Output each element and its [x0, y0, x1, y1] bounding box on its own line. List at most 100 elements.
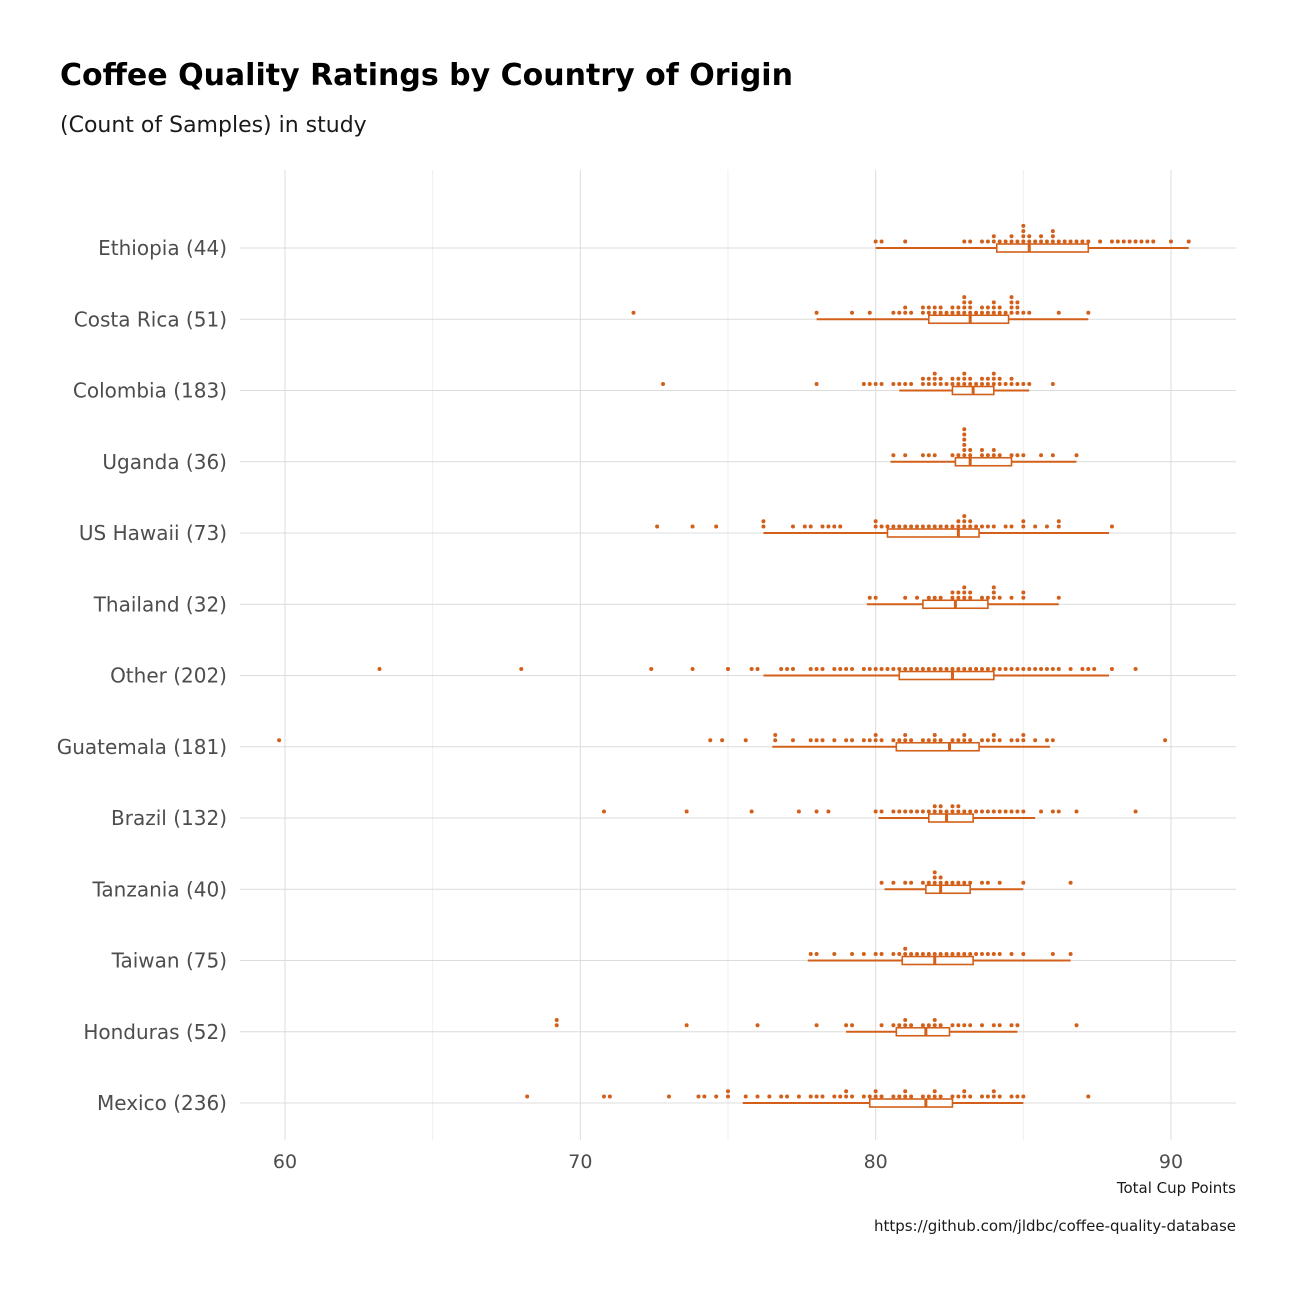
- data-point: [956, 305, 961, 310]
- data-point: [950, 880, 955, 885]
- data-point: [968, 310, 973, 315]
- data-point: [850, 952, 855, 956]
- data-point: [950, 952, 955, 956]
- data-point: [920, 310, 925, 315]
- data-point: [926, 310, 931, 315]
- data-point: [979, 1023, 984, 1028]
- data-point: [950, 524, 955, 529]
- data-point: [808, 524, 813, 529]
- data-point: [1068, 667, 1073, 671]
- data-point: [1009, 738, 1014, 743]
- data-point: [985, 453, 990, 458]
- data-point: [968, 1023, 973, 1028]
- data-point: [1003, 382, 1008, 386]
- data-point: [909, 382, 914, 386]
- data-point: [850, 1094, 855, 1099]
- data-point: [661, 382, 666, 386]
- data-point: [761, 524, 766, 529]
- box-iqr: [895, 741, 980, 752]
- data-point: [1015, 300, 1020, 305]
- data-point: [1003, 239, 1008, 244]
- data-point: [1009, 952, 1014, 956]
- data-point: [991, 376, 996, 381]
- data-point: [985, 1094, 990, 1099]
- data-point: [607, 1094, 612, 1099]
- data-point: [850, 1023, 855, 1028]
- data-point: [743, 738, 748, 743]
- data-point: [891, 809, 896, 814]
- data-point: [808, 738, 813, 743]
- data-point: [926, 667, 931, 671]
- data-point: [1021, 1094, 1026, 1099]
- data-point: [920, 376, 925, 381]
- data-point: [1074, 453, 1079, 458]
- data-point: [867, 595, 872, 600]
- data-point: [1145, 239, 1150, 244]
- data-point: [1062, 239, 1067, 244]
- data-point: [1115, 239, 1120, 244]
- data-point: [684, 1023, 689, 1028]
- data-point: [1009, 382, 1014, 386]
- data-point: [903, 809, 908, 814]
- data-point: [814, 1023, 819, 1028]
- data-point: [915, 952, 920, 956]
- data-point: [1027, 667, 1032, 671]
- data-point: [979, 667, 984, 671]
- data-point: [873, 524, 878, 529]
- data-point: [968, 448, 973, 453]
- data-point: [944, 310, 949, 315]
- data-point: [903, 880, 908, 885]
- data-point: [909, 1023, 914, 1028]
- data-point: [968, 376, 973, 381]
- category-label: Taiwan (75): [111, 949, 227, 973]
- data-point: [796, 809, 801, 814]
- data-point: [997, 310, 1002, 315]
- data-point: [714, 1094, 719, 1099]
- data-point: [1039, 809, 1044, 814]
- data-point: [932, 453, 937, 458]
- data-point: [979, 595, 984, 600]
- data-point: [968, 595, 973, 600]
- data-point: [968, 880, 973, 885]
- data-point: [1044, 667, 1049, 671]
- dot-stacks: [277, 223, 1191, 1099]
- data-point: [979, 1094, 984, 1099]
- data-point: [926, 1023, 931, 1028]
- data-point: [861, 1094, 866, 1099]
- data-point: [1021, 239, 1026, 244]
- data-point: [897, 738, 902, 743]
- x-axis-labels: 60 70 80 90: [273, 1151, 1183, 1173]
- data-point: [915, 667, 920, 671]
- data-point: [838, 1094, 843, 1099]
- data-point: [873, 1089, 878, 1094]
- chart-caption: https://github.com/jldbc/coffee-quality-…: [874, 1217, 1236, 1235]
- data-point: [773, 738, 778, 743]
- box-iqr: [995, 243, 1090, 253]
- data-point: [1068, 239, 1073, 244]
- data-point: [1015, 453, 1020, 458]
- data-point: [1021, 382, 1026, 386]
- data-point: [755, 1023, 760, 1028]
- data-point: [1109, 239, 1114, 244]
- data-point: [903, 1023, 908, 1028]
- data-point: [1133, 239, 1138, 244]
- data-point: [956, 1094, 961, 1099]
- data-point: [601, 809, 606, 814]
- data-point: [968, 738, 973, 743]
- data-point: [950, 667, 955, 671]
- data-point: [968, 590, 973, 595]
- data-point: [850, 310, 855, 315]
- data-point: [1127, 239, 1132, 244]
- data-point: [950, 595, 955, 600]
- data-point: [938, 880, 943, 885]
- data-point: [861, 952, 866, 956]
- data-point: [879, 952, 884, 956]
- data-point: [903, 310, 908, 315]
- data-point: [932, 376, 937, 381]
- data-point: [873, 239, 878, 244]
- data-point: [1033, 524, 1038, 529]
- data-point: [938, 382, 943, 386]
- data-point: [920, 667, 925, 671]
- data-point: [962, 432, 967, 437]
- data-point: [879, 809, 884, 814]
